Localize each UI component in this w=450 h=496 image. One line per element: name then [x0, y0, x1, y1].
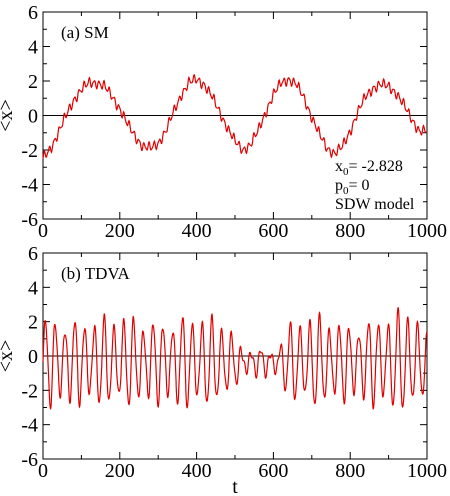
series-line	[42, 73, 428, 159]
y-axis-label: <x>	[0, 99, 17, 132]
y-tick-label: -2	[21, 380, 38, 402]
x-tick-label: 800	[335, 220, 365, 242]
y-tick-label: -2	[21, 140, 38, 162]
panel-a: 0 200 400 600 800 1000 -6 -4 -2 0 2 4 6 <x> (a) SM x0= …	[0, 2, 447, 242]
panel-label: (b) TDVA	[61, 264, 131, 283]
x-tick-label: 200	[105, 220, 135, 242]
x-tick-label: 200	[105, 460, 135, 482]
y-tick-label: 2	[28, 312, 38, 334]
panel-b: 0 200 400 600 800 1000 -6 -4 -2 0 2 4 6 <x> t (b) TDVA	[0, 243, 447, 496]
panel-label: (a) SM	[61, 23, 109, 42]
y-tick-label: 2	[28, 71, 38, 93]
y-tick-label: -6	[21, 209, 38, 231]
x-tick-label: 1000	[407, 220, 447, 242]
x-tick-label: 0	[38, 220, 48, 242]
annotation-model: SDW model	[335, 196, 415, 213]
y-tick-label: 0	[28, 106, 38, 128]
x-axis-label: t	[232, 476, 238, 496]
y-tick-label: -4	[21, 175, 38, 197]
x-tick-label: 0	[38, 460, 48, 482]
x-tick-label: 800	[335, 460, 365, 482]
y-axis-label: <x>	[0, 340, 17, 373]
x-tick-label: 600	[258, 220, 288, 242]
series-line	[42, 306, 428, 410]
x-tick-label: 1000	[407, 460, 447, 482]
x-tick-label: 400	[182, 220, 212, 242]
annotation-p0: p0= 0	[335, 177, 370, 197]
y-tick-label: 4	[28, 277, 38, 299]
y-tick-label: 6	[28, 2, 38, 24]
x-tick-label: 600	[258, 460, 288, 482]
y-tick-label: 6	[28, 243, 38, 265]
y-tick-label: -6	[21, 449, 38, 471]
x-tick-label: 400	[182, 460, 212, 482]
y-tick-label: 0	[28, 346, 38, 368]
y-tick-label: -4	[21, 415, 38, 437]
y-tick-label: 4	[28, 37, 38, 59]
annotation-x0: x0= -2.828	[335, 158, 403, 178]
